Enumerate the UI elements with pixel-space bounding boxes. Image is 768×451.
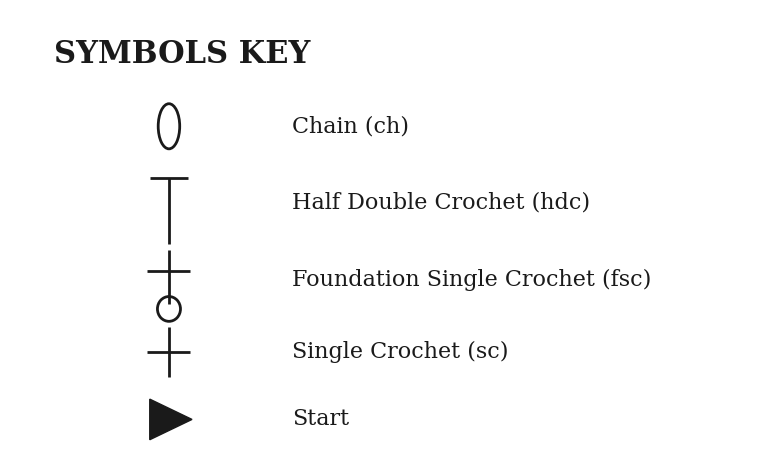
Text: Half Double Crochet (hdc): Half Double Crochet (hdc) (292, 192, 590, 214)
Polygon shape (150, 399, 192, 440)
Text: Start: Start (292, 409, 349, 430)
Text: Chain (ch): Chain (ch) (292, 115, 409, 137)
Text: Single Crochet (sc): Single Crochet (sc) (292, 341, 508, 363)
Text: SYMBOLS KEY: SYMBOLS KEY (54, 39, 310, 69)
Text: Foundation Single Crochet (fsc): Foundation Single Crochet (fsc) (292, 269, 651, 290)
